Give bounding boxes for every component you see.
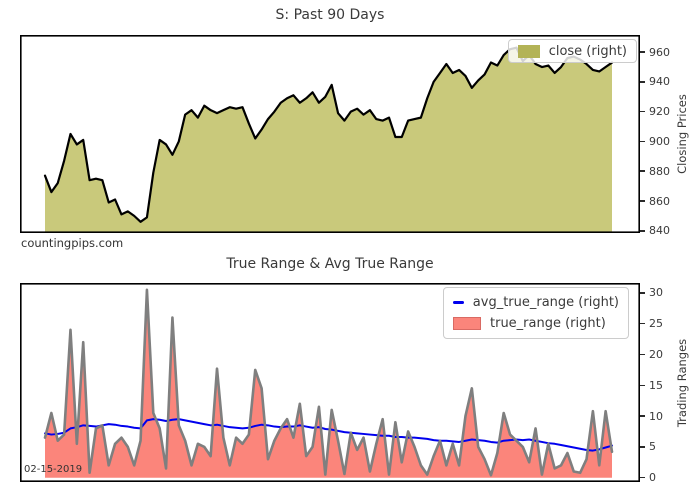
y-tick-label: 880 (649, 164, 670, 178)
price-y-axis-label-wrap: Closing Prices (672, 35, 692, 233)
range-legend: avg_true_range (right) true_range (right… (443, 287, 629, 339)
range-y-axis-label: Trading Ranges (675, 338, 689, 427)
y-tick-label: 20 (649, 348, 663, 361)
price-plot-area (20, 35, 640, 233)
y-tick-mark (640, 353, 645, 356)
y-tick-mark (640, 170, 645, 172)
y-tick-label: 30 (649, 286, 663, 300)
true-range-legend-label: true_range (right) (490, 316, 606, 331)
range-y-axis-label-wrap: Trading Ranges (672, 283, 692, 482)
y-tick: 920 (640, 105, 670, 119)
y-tick-label: 860 (649, 194, 670, 208)
close-legend-label: close (right) (548, 43, 627, 59)
range-y-axis-ticks: 0 5 10 15 20 25 30 (640, 283, 698, 485)
y-tick-label: 0 (649, 471, 656, 485)
range-legend-row-avg: avg_true_range (right) (453, 292, 619, 313)
avg-true-range-line-swatch-icon (453, 301, 464, 304)
y-tick-label: 5 (649, 440, 656, 454)
y-tick-label: 840 (649, 224, 670, 238)
y-tick-mark (640, 384, 645, 387)
close-area-swatch-icon (518, 44, 540, 58)
price-chart-title: S: Past 90 Days (275, 7, 385, 23)
true-range-area-swatch-icon (453, 317, 481, 330)
y-tick: 840 (640, 224, 670, 238)
true-range-area (45, 289, 612, 478)
y-tick: 30 (640, 286, 663, 300)
y-tick-mark (640, 446, 645, 448)
price-y-axis-label: Closing Prices (675, 94, 689, 174)
y-tick-mark (640, 200, 645, 202)
y-tick: 15 (640, 378, 663, 392)
y-tick: 5 (640, 440, 656, 454)
y-tick: 10 (640, 409, 663, 423)
y-tick-mark (640, 140, 645, 143)
y-tick-label: 10 (649, 409, 663, 423)
y-tick-label: 960 (649, 45, 670, 59)
y-tick-label: 920 (649, 105, 670, 119)
y-tick: 960 (640, 45, 670, 59)
y-tick: 20 (640, 348, 663, 362)
y-tick-mark (640, 415, 645, 417)
y-tick: 900 (640, 134, 670, 148)
y-tick-mark (640, 230, 645, 232)
y-tick-label: 940 (649, 75, 670, 89)
y-tick-label: 15 (649, 378, 663, 392)
y-tick-label: 25 (649, 317, 663, 331)
y-tick-mark (640, 322, 645, 325)
avg-true-range-legend-label: avg_true_range (right) (472, 295, 619, 310)
range-legend-row-tr: true_range (right) (453, 313, 619, 334)
plot-border (20, 283, 640, 482)
y-tick-mark (640, 51, 645, 53)
y-tick: 880 (640, 164, 670, 178)
y-tick-mark (640, 476, 645, 479)
price-legend: close (right) (508, 39, 637, 63)
y-tick: 0 (640, 471, 656, 485)
y-tick-mark (640, 110, 645, 113)
close-area (45, 47, 612, 233)
range-chart-title: True Range & Avg True Range (226, 256, 434, 272)
y-tick-mark (640, 292, 645, 294)
y-tick-mark (640, 81, 645, 83)
date-annotation: 02-15-2019 (24, 464, 83, 475)
true-range-edge-line (43, 288, 614, 477)
watermark: countingpips.com (21, 236, 124, 250)
price-y-axis-ticks: 840 860 880 900 920 940 960 (640, 35, 698, 237)
range-plot-area (20, 283, 640, 482)
y-tick-label: 900 (649, 134, 670, 148)
y-tick: 25 (640, 317, 663, 331)
price-legend-row: close (right) (518, 44, 627, 59)
y-tick: 940 (640, 75, 670, 89)
y-tick: 860 (640, 194, 670, 208)
plot-border (20, 35, 640, 233)
